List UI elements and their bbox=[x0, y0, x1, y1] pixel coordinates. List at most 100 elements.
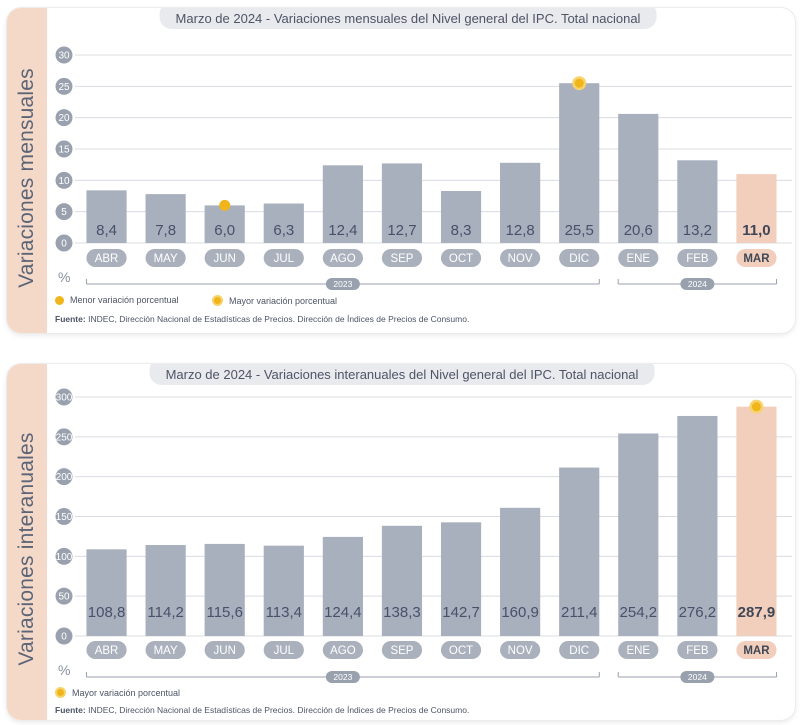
annual-chart-panel: Variaciones interanuales Marzo de 2024 -… bbox=[7, 364, 795, 720]
annual-chart-svg: 0 50 100 150 200 250 300% 108,8 ABR 114,2 MAY 115,6… bbox=[55, 388, 792, 683]
data-label: 7,8 bbox=[155, 222, 176, 239]
data-label: 115,6 bbox=[206, 604, 242, 621]
annual-side-band bbox=[7, 364, 47, 720]
category-pill bbox=[381, 249, 423, 267]
source-text: INDEC, Dirección Nacional de Estadística… bbox=[88, 314, 470, 324]
bar bbox=[440, 522, 482, 636]
y-tick-badge bbox=[55, 388, 73, 406]
y-tick-badge bbox=[55, 234, 73, 252]
x-tick-label: OCT bbox=[449, 253, 473, 265]
category-pill bbox=[145, 249, 186, 267]
y-tick-label: 150 bbox=[56, 512, 73, 523]
x-tick-label: AGO bbox=[330, 645, 356, 657]
bar bbox=[677, 160, 718, 243]
data-label: 114,2 bbox=[147, 604, 183, 621]
bar bbox=[618, 113, 659, 243]
y-tick-badge bbox=[55, 171, 73, 189]
monthly-source: Fuente: INDEC, Dirección Nacional de Est… bbox=[55, 314, 469, 324]
monthly-chart-panel: Variaciones mensuales Marzo de 2024 - Va… bbox=[7, 8, 795, 333]
data-label: 20,6 bbox=[624, 222, 653, 239]
x-tick-label: ABR bbox=[95, 645, 119, 657]
data-label: 287,9 bbox=[738, 604, 776, 621]
category-pill bbox=[204, 641, 245, 659]
y-tick-label: 15 bbox=[58, 145, 70, 156]
y-tick-label: 25 bbox=[58, 82, 70, 93]
legend-min-label: Menor variación porcentual bbox=[70, 295, 179, 305]
legend-min: Menor variación porcentual bbox=[55, 295, 179, 305]
x-tick-label: SEP bbox=[390, 253, 413, 265]
max-marker-icon bbox=[55, 687, 66, 698]
data-label: 276,2 bbox=[679, 604, 717, 621]
y-tick-badge bbox=[55, 468, 73, 486]
category-pill bbox=[145, 641, 186, 659]
category-pill bbox=[500, 641, 541, 659]
unit-label: % bbox=[58, 662, 70, 678]
y-tick-label: 0 bbox=[61, 632, 67, 643]
category-pill bbox=[263, 249, 304, 267]
category-pill bbox=[381, 641, 423, 659]
year-pill bbox=[325, 278, 360, 290]
bar bbox=[736, 406, 777, 636]
data-label: 6,0 bbox=[214, 222, 235, 239]
data-label: 13,2 bbox=[683, 222, 712, 239]
data-label: 254,2 bbox=[620, 604, 658, 621]
data-label: 124,4 bbox=[324, 604, 362, 621]
x-tick-label: JUL bbox=[274, 253, 295, 265]
bar bbox=[500, 507, 541, 636]
max-marker-core bbox=[751, 402, 761, 412]
category-pill bbox=[677, 249, 718, 267]
year-label: 2024 bbox=[688, 672, 707, 682]
bar bbox=[677, 415, 718, 636]
x-tick-label: SEP bbox=[390, 645, 413, 657]
legend-max: Mayor variación porcentual bbox=[212, 295, 337, 306]
bar bbox=[322, 536, 363, 636]
category-pill bbox=[86, 641, 127, 659]
bar bbox=[736, 174, 777, 243]
data-label: 211,4 bbox=[561, 604, 597, 621]
category-pill bbox=[322, 641, 363, 659]
y-tick-label: 5 bbox=[61, 207, 67, 218]
data-label: 8,4 bbox=[96, 222, 117, 239]
y-tick-badge bbox=[55, 428, 73, 446]
x-tick-label: DIC bbox=[569, 253, 589, 265]
monthly-side-band bbox=[7, 8, 47, 333]
monthly-chart-svg: 0 5 10 15 20 25 30% 8,4 ABR 7,8 MAY 6,0 JUN 6,3 JUL 12,… bbox=[55, 46, 792, 290]
year-pill bbox=[325, 671, 360, 683]
y-tick-label: 20 bbox=[58, 113, 70, 124]
category-pill bbox=[86, 249, 127, 267]
x-tick-label: MAY bbox=[154, 645, 178, 657]
y-tick-label: 100 bbox=[56, 552, 73, 563]
category-pill bbox=[322, 249, 363, 267]
bar bbox=[263, 545, 304, 636]
monthly-chart-title: Marzo de 2024 - Variaciones mensuales de… bbox=[159, 8, 657, 29]
annual-source: Fuente: INDEC, Dirección Nacional de Est… bbox=[55, 705, 469, 715]
min-marker-icon bbox=[55, 295, 64, 305]
bar bbox=[263, 203, 304, 243]
legend-max-label: Mayor variación porcentual bbox=[229, 295, 338, 306]
x-tick-label: ENE bbox=[626, 253, 650, 265]
bar bbox=[559, 83, 600, 243]
bar bbox=[145, 194, 186, 243]
category-pill bbox=[559, 641, 600, 659]
data-label: 142,7 bbox=[442, 604, 480, 621]
y-tick-label: 0 bbox=[61, 239, 67, 250]
max-marker-icon bbox=[212, 295, 223, 306]
x-tick-label: AGO bbox=[330, 253, 356, 265]
x-tick-label: NOV bbox=[508, 253, 533, 265]
annual-chart-title: Marzo de 2024 - Variaciones interanuales… bbox=[149, 364, 655, 385]
bar bbox=[440, 190, 482, 243]
source-text-2: INDEC, Dirección Nacional de Estadística… bbox=[88, 705, 470, 715]
data-label: 25,5 bbox=[565, 222, 594, 239]
x-tick-label: DIC bbox=[569, 645, 589, 657]
category-pill bbox=[736, 641, 777, 659]
category-pill bbox=[204, 249, 245, 267]
x-tick-label: OCT bbox=[449, 645, 473, 657]
category-pill bbox=[677, 641, 718, 659]
y-tick-label: 200 bbox=[56, 472, 73, 483]
data-label: 108,8 bbox=[88, 604, 126, 621]
x-tick-label: JUN bbox=[214, 645, 236, 657]
bar bbox=[559, 467, 600, 636]
year-label: 2023 bbox=[333, 672, 352, 682]
category-pill bbox=[618, 249, 659, 267]
year-pill bbox=[680, 671, 715, 683]
